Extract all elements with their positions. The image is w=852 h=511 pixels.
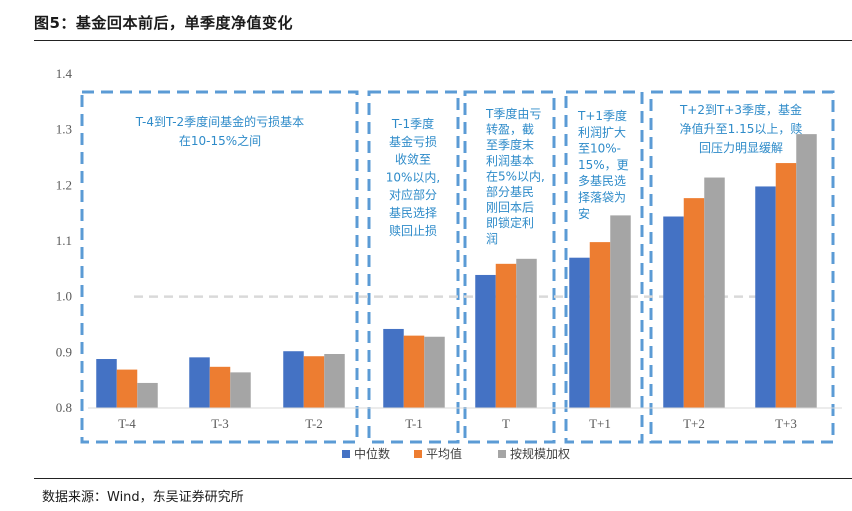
title-divider bbox=[34, 40, 852, 41]
annotation-line: 赎回止损 bbox=[389, 224, 437, 238]
bar-T-平均值 bbox=[495, 263, 517, 408]
annotation-text: T+2到T+3季度，基金净值升至1.15以上，赎回压力明显缓解 bbox=[679, 102, 802, 155]
annotation-line: 基金亏损 bbox=[389, 134, 437, 149]
annotation-line: 至季度末 bbox=[486, 137, 534, 152]
bar-T-2-按规模加权 bbox=[324, 354, 345, 408]
footer-divider bbox=[34, 478, 852, 479]
annotation-line: 对应部分 bbox=[389, 187, 437, 202]
x-tick-label: T+2 bbox=[683, 416, 705, 431]
legend-label-中位数: 中位数 bbox=[354, 446, 390, 461]
bar-T-4-平均值 bbox=[116, 369, 138, 408]
bar-T-4-按规模加权 bbox=[137, 382, 158, 408]
annotation-line: 收敛至 bbox=[395, 152, 431, 167]
annotation-box bbox=[80, 90, 359, 444]
bar-T+1-中位数 bbox=[569, 257, 590, 408]
annotation-text: T-1季度基金亏损收敛至 10%以内, 对应部分基民选择赎回止损 bbox=[386, 116, 441, 238]
annotation-line: 利润基本 bbox=[486, 154, 534, 168]
x-tick-label: T+3 bbox=[775, 416, 797, 431]
legend-label-平均值: 平均值 bbox=[426, 446, 462, 461]
x-tick-label: T-2 bbox=[305, 416, 323, 431]
y-tick-label: 1.1 bbox=[56, 233, 72, 248]
bar-T-1-按规模加权 bbox=[424, 336, 445, 408]
annotation-line: T+2到T+3季度，基金 bbox=[679, 102, 802, 117]
annotation-line: 即锁定利 bbox=[486, 215, 534, 230]
bar-T-3-中位数 bbox=[189, 357, 210, 408]
bar-T-中位数 bbox=[475, 274, 496, 408]
bar-T-3-按规模加权 bbox=[230, 372, 251, 408]
annotation-line: 多基民选 bbox=[578, 174, 626, 188]
legend-swatch-中位数 bbox=[342, 450, 350, 458]
annotation-text: T季度由亏转盈，截至季度末利润基本在5%以内,部分基民刚回本后即锁定利润 bbox=[485, 106, 545, 246]
bar-T+1-按规模加权 bbox=[610, 215, 631, 408]
annotation-line: T-1季度 bbox=[391, 116, 434, 131]
bar-T+3-中位数 bbox=[755, 186, 776, 408]
x-tick-label: T-3 bbox=[211, 416, 229, 431]
annotation-box bbox=[463, 90, 556, 444]
bar-T-2-中位数 bbox=[283, 351, 304, 408]
annotation-line: 择落袋为 bbox=[578, 191, 626, 205]
annotation-text: T-4到T-2季度间基金的亏损基本在10-15%之间 bbox=[135, 114, 304, 148]
annotation-line: 15%，更 bbox=[578, 158, 629, 172]
y-tick-label: 0.8 bbox=[56, 400, 72, 415]
annotation-line: 部分基民 bbox=[486, 184, 534, 199]
annotation-line: 润 bbox=[486, 232, 498, 246]
chart: 0.8 0.9 1.0 1.1 1.2 1.3 1.4 T-4 T-3 T-2 T-1 T T+1 T+… bbox=[56, 66, 842, 461]
annotation-line: 至10%- bbox=[578, 142, 621, 156]
y-tick-label: 0.9 bbox=[56, 344, 72, 359]
x-tick-label: T-4 bbox=[118, 416, 136, 431]
y-tick-label: 1.3 bbox=[56, 122, 72, 137]
legend-swatch-按规模加权 bbox=[498, 450, 506, 458]
bar-T-3-平均值 bbox=[209, 366, 231, 408]
y-tick-label: 1.2 bbox=[56, 177, 72, 192]
bar-T+2-平均值 bbox=[683, 198, 705, 408]
bar-T-1-平均值 bbox=[403, 335, 425, 408]
bar-T-按规模加权 bbox=[516, 258, 537, 408]
legend-swatch-平均值 bbox=[414, 450, 422, 458]
bar-T+3-按规模加权 bbox=[796, 134, 817, 408]
annotation-line: T季度由亏 bbox=[485, 106, 541, 121]
y-tick-label: 1.0 bbox=[56, 289, 72, 304]
annotation-line: 在5%以内, bbox=[486, 169, 545, 183]
annotation-line: 在10-15%之间 bbox=[179, 134, 261, 148]
legend-label-按规模加权: 按规模加权 bbox=[510, 446, 570, 461]
bar-T+2-按规模加权 bbox=[704, 177, 725, 408]
annotation-box bbox=[564, 90, 644, 444]
annotation-line: 回压力明显缓解 bbox=[699, 141, 783, 155]
annotation-line: 净值升至1.15以上，赎 bbox=[680, 121, 803, 136]
annotation-line: 刚回本后 bbox=[486, 201, 534, 215]
y-tick-label: 1.4 bbox=[56, 66, 73, 81]
x-tick-label: T+1 bbox=[589, 416, 611, 431]
annotation-line: T-4到T-2季度间基金的亏损基本 bbox=[135, 114, 304, 129]
bar-T+2-中位数 bbox=[663, 216, 684, 408]
annotation-box bbox=[367, 90, 460, 444]
annotation-line: 基民选择 bbox=[389, 206, 437, 220]
annotation-line: T+1季度 bbox=[577, 108, 627, 123]
annotation-line: 利润扩大 bbox=[578, 125, 626, 139]
bar-T+1-平均值 bbox=[589, 242, 611, 408]
figure-title: 图5：基金回本前后，单季度净值变化 bbox=[34, 14, 293, 32]
annotation-line: 10%以内, bbox=[386, 170, 441, 184]
x-tick-label: T bbox=[502, 416, 510, 431]
annotation-line: 转盈，截 bbox=[486, 122, 534, 137]
bar-T+3-平均值 bbox=[775, 163, 797, 408]
x-tick-label: T-1 bbox=[405, 416, 423, 431]
bar-T-2-平均值 bbox=[303, 356, 325, 408]
data-source: 数据来源：Wind，东吴证券研究所 bbox=[42, 490, 244, 505]
annotation-line: 安 bbox=[578, 206, 590, 221]
bar-T-1-中位数 bbox=[383, 328, 404, 408]
annotation-text: T+1季度利润扩大至10%- 15%，更多基民选择落袋为安 bbox=[577, 108, 629, 221]
bar-T-4-中位数 bbox=[96, 359, 117, 408]
